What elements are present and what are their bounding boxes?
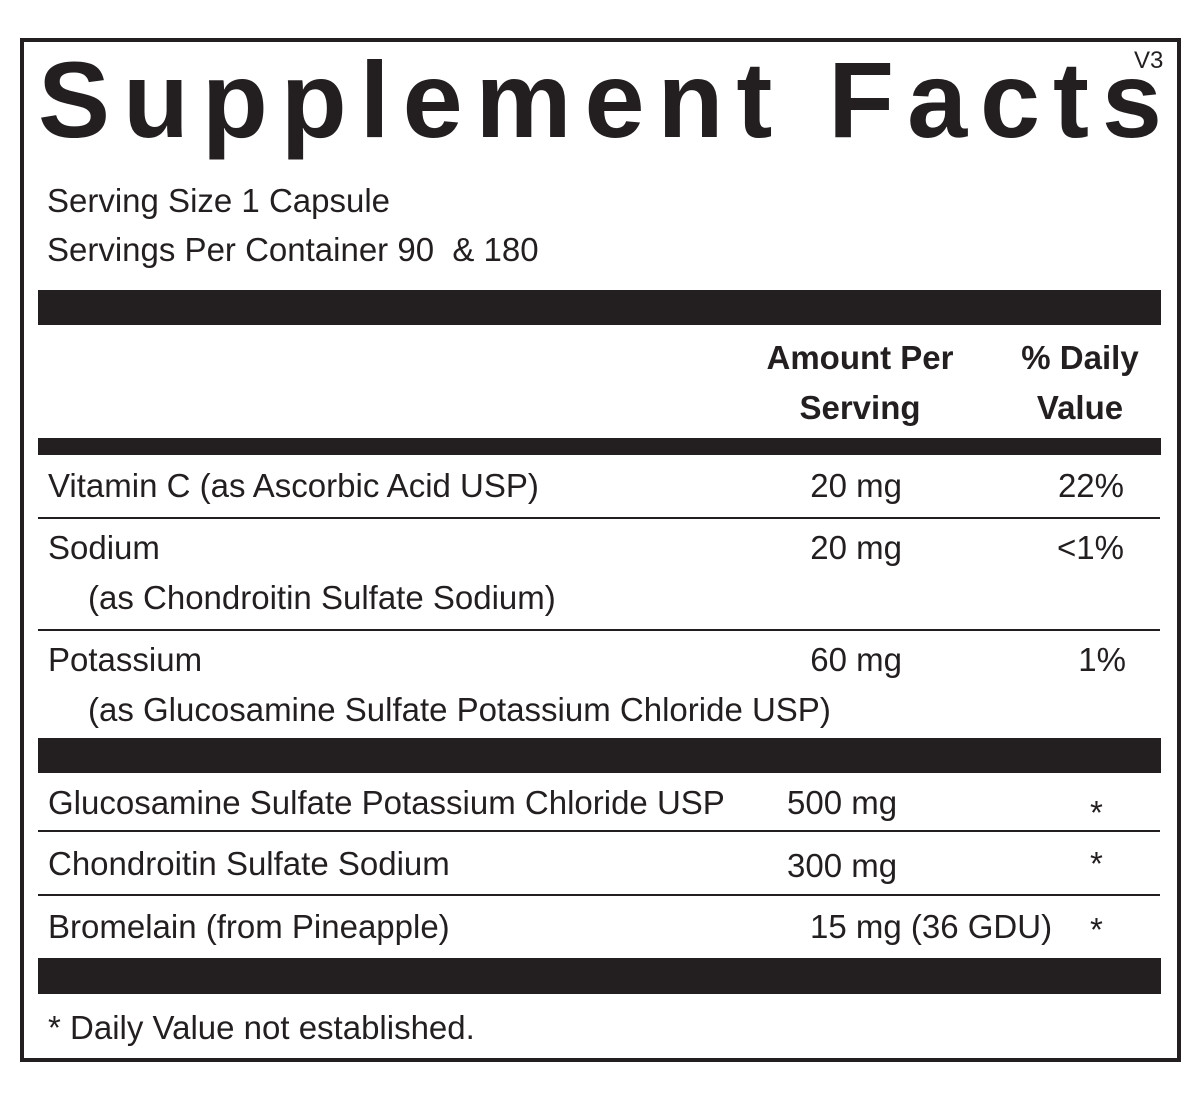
daily-value: * (1090, 794, 1103, 831)
column-header: Amount Per (766, 339, 954, 376)
amount: 60 mg (810, 641, 902, 678)
row-rule (38, 830, 1160, 832)
version: V3 (1134, 47, 1164, 74)
ingredient-name: Bromelain (from Pineapple) (48, 908, 450, 945)
nutrient-source: (as Glucosamine Sulfate Potassium Chlori… (88, 691, 831, 728)
label-border (20, 38, 1181, 1062)
row-rule (38, 629, 1160, 631)
thick-bar (38, 738, 1161, 773)
thick-bar (38, 958, 1161, 994)
thick-bar (38, 290, 1161, 325)
ingredient-name: Glucosamine Sulfate Potassium Chloride U… (48, 784, 725, 821)
daily-value: * (1090, 845, 1103, 882)
amount: 300 mg (787, 847, 898, 884)
nutrient-name: Potassium (48, 641, 203, 678)
daily-value: 1% (1078, 641, 1126, 678)
column-header: Value (1036, 389, 1124, 426)
daily-value: <1% (1057, 529, 1124, 566)
daily-value: 22% (1057, 467, 1124, 504)
row-rule (38, 517, 1160, 519)
nutrient-source: (as Chondroitin Sulfate Sodium) (88, 579, 556, 616)
footnote: * Daily Value not established. (48, 1009, 475, 1046)
servings-per-container: Servings Per Container 90 & 180 (47, 231, 539, 268)
amount: 15 mg (36 GDU) (810, 908, 1053, 945)
amount: 20 mg (810, 529, 902, 566)
row-rule (38, 894, 1160, 896)
column-header: % Daily (1021, 339, 1139, 376)
amount: 20 mg (810, 467, 902, 504)
ingredient-name: Chondroitin Sulfate Sodium (48, 845, 450, 882)
amount: 500 mg (787, 784, 898, 821)
daily-value: * (1090, 911, 1103, 948)
title-area: Supplement Facts (38, 39, 1162, 160)
nutrient-name: Vitamin C (as Ascorbic Acid USP) (48, 467, 539, 504)
thick-bar (38, 438, 1161, 455)
nutrient-name: Sodium (48, 529, 160, 566)
serving-size: Serving Size 1 Capsule (47, 182, 391, 219)
column-header: Serving (799, 389, 921, 426)
title: Supplement Facts (38, 39, 1162, 160)
